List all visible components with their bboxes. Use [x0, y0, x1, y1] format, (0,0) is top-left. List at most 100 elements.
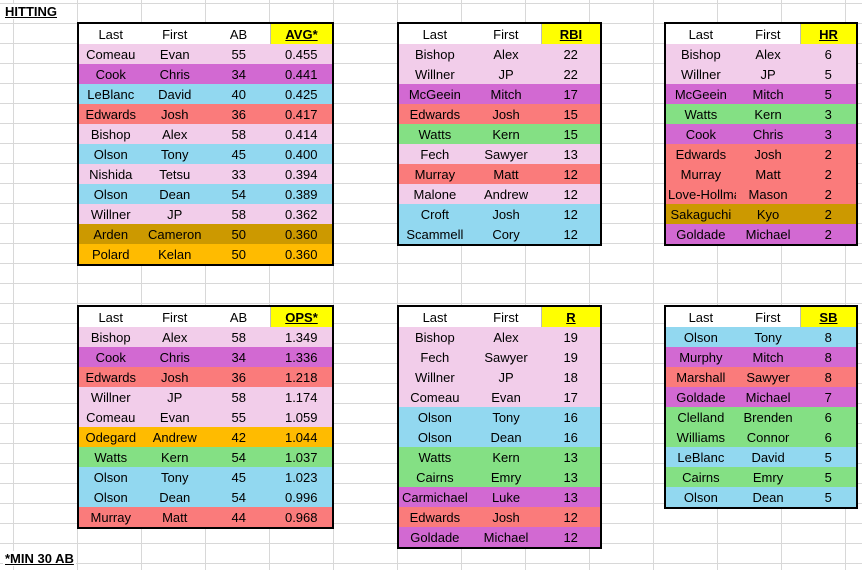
- column-header: First: [470, 306, 542, 327]
- table-row: Murray Matt 12: [398, 164, 601, 184]
- column-header: RBI: [540, 23, 601, 44]
- table-cell: Cairns: [682, 469, 720, 485]
- sb-leaders-table: Last First SB Olson Tony 8 Murphy Mitch 8 Marsha…: [664, 305, 858, 509]
- table-cell: 17: [563, 389, 578, 405]
- table-cell: Chris: [159, 349, 190, 365]
- table-cell: Matt: [755, 166, 781, 182]
- table-cell: LeBlanc: [677, 449, 725, 465]
- table-row: Williams Connor 6: [665, 427, 857, 447]
- table-row: Polard Kelan 50 0.360: [78, 244, 333, 265]
- table-cell: Kelan: [158, 246, 192, 262]
- table-cell: Cory: [492, 226, 520, 242]
- table-row: LeBlanc David 40 0.425: [78, 84, 333, 104]
- table-cell: Connor: [746, 429, 790, 445]
- table-cell: 12: [563, 166, 578, 182]
- table-cell: Bishop: [90, 329, 131, 345]
- table-row: Willner JP 22: [398, 64, 601, 84]
- table-cell: Tony: [754, 329, 782, 345]
- table-row: Olson Dean 16: [398, 427, 601, 447]
- table-cell: Scammell: [406, 226, 464, 242]
- table-cell: 50: [231, 226, 246, 242]
- table-cell: 1.349: [284, 329, 318, 345]
- table-row: Fech Sawyer 19: [398, 347, 601, 367]
- table-row: Willner JP 58 0.362: [78, 204, 333, 224]
- table-row: Cairns Emry 13: [398, 467, 601, 487]
- table-cell: Edwards: [409, 106, 461, 122]
- table-row: Willner JP 58 1.174: [78, 387, 333, 407]
- table-cell: 0.400: [284, 146, 318, 162]
- table-cell: Olson: [93, 469, 128, 485]
- table-row: Edwards Josh 15: [398, 104, 601, 124]
- table-row: Malone Andrew 12: [398, 184, 601, 204]
- table-cell: Cook: [95, 349, 126, 365]
- table-row: Olson Tony 16: [398, 407, 601, 427]
- table-cell: 2: [824, 186, 832, 202]
- table-cell: Josh: [161, 106, 189, 122]
- table-cell: Comeau: [86, 409, 136, 425]
- table-row: Watts Kern 15: [398, 124, 601, 144]
- table-cell: 2: [824, 206, 832, 222]
- table-cell: Marshall: [676, 369, 726, 385]
- table-cell: Evan: [159, 46, 190, 62]
- table-cell: Nishida: [89, 166, 133, 182]
- table-row: Clelland Brenden 6: [665, 407, 857, 427]
- table-cell: Kern: [754, 106, 782, 122]
- table-cell: Tony: [492, 409, 520, 425]
- table-cell: Kern: [161, 449, 189, 465]
- table-cell: 5: [824, 489, 832, 505]
- table-cell: Chris: [752, 126, 784, 142]
- table-cell: 12: [563, 529, 578, 545]
- table-cell: Andrew: [484, 186, 529, 202]
- table-cell: Olson: [93, 146, 128, 162]
- table-cell: 5: [824, 66, 832, 82]
- table-cell: Carmichael: [401, 489, 468, 505]
- table-cell: 2: [824, 226, 832, 242]
- table-row: Comeau Evan 55 1.059: [78, 407, 333, 427]
- table-cell: Josh: [492, 106, 520, 122]
- table-row: Olson Tony 45 1.023: [78, 467, 333, 487]
- table-row: Love-Hollman Mason 2: [665, 184, 857, 204]
- column-header: SB: [799, 306, 857, 327]
- column-header: Last: [78, 306, 143, 327]
- table-cell: 54: [231, 186, 246, 202]
- table-row: Olson Dean 54 0.996: [78, 487, 333, 507]
- table-cell: Murphy: [679, 349, 723, 365]
- table-cell: Chris: [159, 66, 190, 82]
- table-cell: Michael: [745, 226, 791, 242]
- table-cell: Willner: [681, 66, 721, 82]
- table-cell: Cairns: [416, 469, 454, 485]
- table-cell: David: [751, 449, 785, 465]
- table-cell: 13: [563, 489, 578, 505]
- table-row: Marshall Sawyer 8: [665, 367, 857, 387]
- table-cell: Sawyer: [484, 349, 528, 365]
- table-cell: Kyo: [756, 206, 780, 222]
- table-cell: Watts: [94, 449, 128, 465]
- table-cell: Bishop: [680, 46, 721, 62]
- table-cell: JP: [167, 206, 183, 222]
- table-cell: Cook: [685, 126, 717, 142]
- table-cell: 0.968: [284, 509, 318, 525]
- table-cell: 58: [231, 329, 246, 345]
- table-cell: Alex: [162, 329, 188, 345]
- table-cell: 7: [824, 389, 832, 405]
- table-cell: Mitch: [752, 349, 784, 365]
- table-row: Croft Josh 12: [398, 204, 601, 224]
- table-row: Edwards Josh 2: [665, 144, 857, 164]
- table-cell: Tony: [161, 469, 189, 485]
- table-cell: 12: [563, 206, 578, 222]
- table-cell: Luke: [491, 489, 521, 505]
- avg-leaders-table: Last First AB AVG* Comeau Evan 55 0.455 Cook Chr…: [77, 22, 334, 266]
- table-cell: Goldade: [676, 226, 726, 242]
- table-cell: 1.174: [284, 389, 318, 405]
- table-cell: JP: [760, 66, 776, 82]
- column-header: First: [735, 23, 801, 44]
- table-cell: LeBlanc: [87, 86, 135, 102]
- table-row: Olson Tony 8: [665, 327, 857, 347]
- table-row: Scammell Cory 12: [398, 224, 601, 245]
- table-cell: Olson: [683, 489, 718, 505]
- table-header-row: Last First AB OPS*: [78, 306, 333, 327]
- table-cell: Alex: [493, 46, 519, 62]
- table-cell: 0.389: [284, 186, 318, 202]
- table-cell: Tony: [161, 146, 189, 162]
- table-cell: 58: [231, 126, 246, 142]
